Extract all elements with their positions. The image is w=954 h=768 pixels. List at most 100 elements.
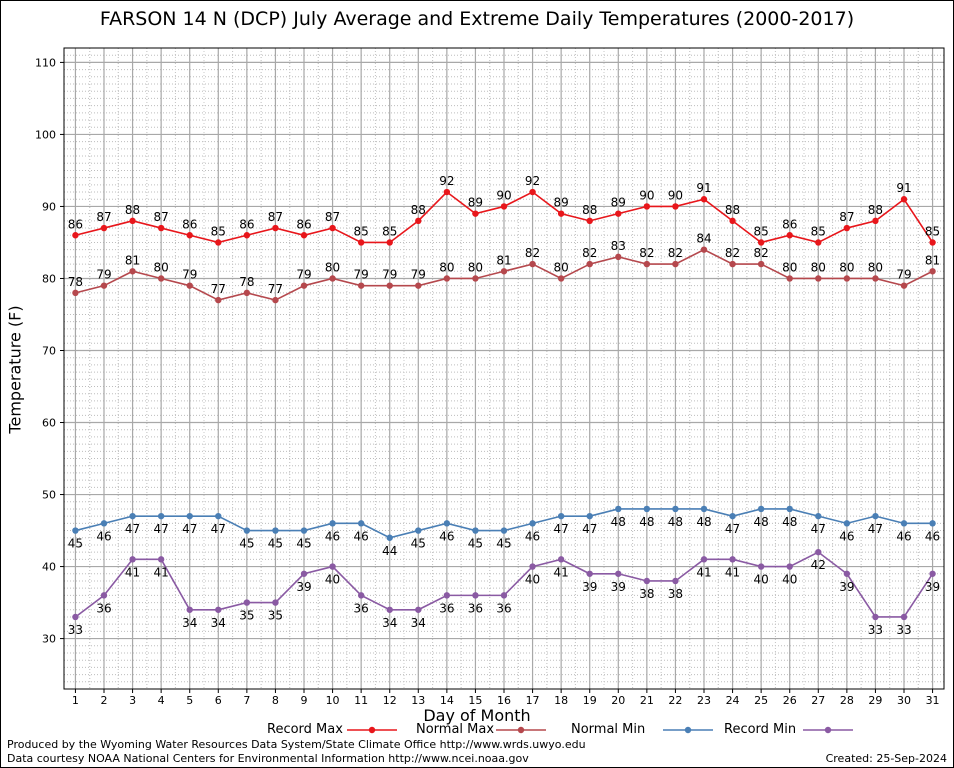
data-point [729,217,736,225]
data-point [243,289,251,297]
data-point [300,527,308,534]
data-point [729,260,736,268]
data-label: 88 [868,203,883,217]
data-label: 90 [668,188,683,202]
data-label: 82 [668,246,683,260]
data-label: 48 [611,515,626,529]
data-label: 48 [668,515,683,529]
legend-label: Normal Min [571,722,646,737]
data-label: 45 [239,537,254,551]
x-tick-label: 19 [583,694,597,707]
data-label: 79 [354,268,369,282]
data-point [843,520,851,527]
x-tick-label: 31 [926,694,940,707]
data-label: 40 [754,573,769,587]
data-point [329,520,336,527]
data-point [243,232,251,239]
data-label: 48 [754,515,769,529]
data-label: 79 [96,268,111,282]
x-tick-label: 6 [215,694,222,707]
data-point [929,570,936,577]
data-label: 79 [182,268,197,282]
x-tick-label: 4 [158,694,165,707]
data-label: 40 [325,573,340,587]
data-label: 87 [96,210,111,224]
data-label: 39 [296,580,311,594]
y-tick-label: 110 [35,56,56,69]
legend-swatch-marker [368,726,376,734]
data-point [129,217,136,225]
x-tick-label: 27 [811,694,825,707]
data-point [300,570,308,577]
data-point [357,282,365,289]
data-label: 46 [925,529,940,543]
data-point [843,224,851,232]
x-tick-label: 30 [897,694,911,707]
data-label: 41 [696,565,711,579]
data-point [300,282,308,289]
data-point [472,592,479,599]
data-point [586,217,593,225]
data-label: 80 [868,260,883,274]
x-tick-label: 13 [411,694,425,707]
data-label: 33 [868,623,883,637]
y-tick-label: 70 [42,344,56,357]
data-label: 80 [154,260,169,274]
data-point [900,282,908,289]
data-point [300,232,308,239]
data-point [615,253,622,261]
data-point [329,275,336,282]
data-label: 85 [382,224,397,238]
data-point [329,224,336,232]
data-label: 80 [839,260,854,274]
data-point [700,196,708,203]
x-tick-label: 20 [611,694,625,707]
data-point [729,512,736,520]
data-point [129,512,136,520]
data-point [586,512,593,520]
data-point [872,613,879,621]
data-point [929,268,936,275]
data-label: 33 [896,623,911,637]
data-label: 45 [468,537,483,551]
x-axis-label: Day of Month [423,706,531,725]
data-label: 41 [154,565,169,579]
data-point [472,210,479,217]
data-label: 36 [496,601,511,615]
plot-area-border [63,47,945,690]
data-point [186,282,193,289]
data-point [557,556,565,563]
data-point [443,520,451,527]
data-label: 90 [639,188,654,202]
data-point [786,275,793,282]
data-label: 47 [554,522,569,536]
data-point [672,577,679,585]
data-point [100,282,108,289]
data-label: 87 [839,210,854,224]
data-label: 77 [268,282,283,296]
data-label: 82 [525,246,540,260]
y-tick-label: 90 [42,200,56,213]
data-point [529,563,536,570]
y-tick-label: 30 [42,633,56,646]
data-label: 92 [439,174,454,188]
data-point [815,275,822,282]
data-point [900,613,908,621]
data-point [272,599,279,606]
data-point [215,606,222,613]
x-tick-label: 15 [468,694,482,707]
data-point [415,217,422,225]
data-label: 86 [239,217,254,231]
data-label: 86 [782,217,797,231]
x-tick-label: 7 [243,694,250,707]
x-tick-label: 2 [101,694,108,707]
data-label: 85 [354,224,369,238]
data-label: 39 [582,580,597,594]
data-label: 80 [325,260,340,274]
data-label: 85 [754,224,769,238]
data-label: 34 [182,616,197,630]
data-point [157,556,165,563]
data-point [757,239,765,246]
